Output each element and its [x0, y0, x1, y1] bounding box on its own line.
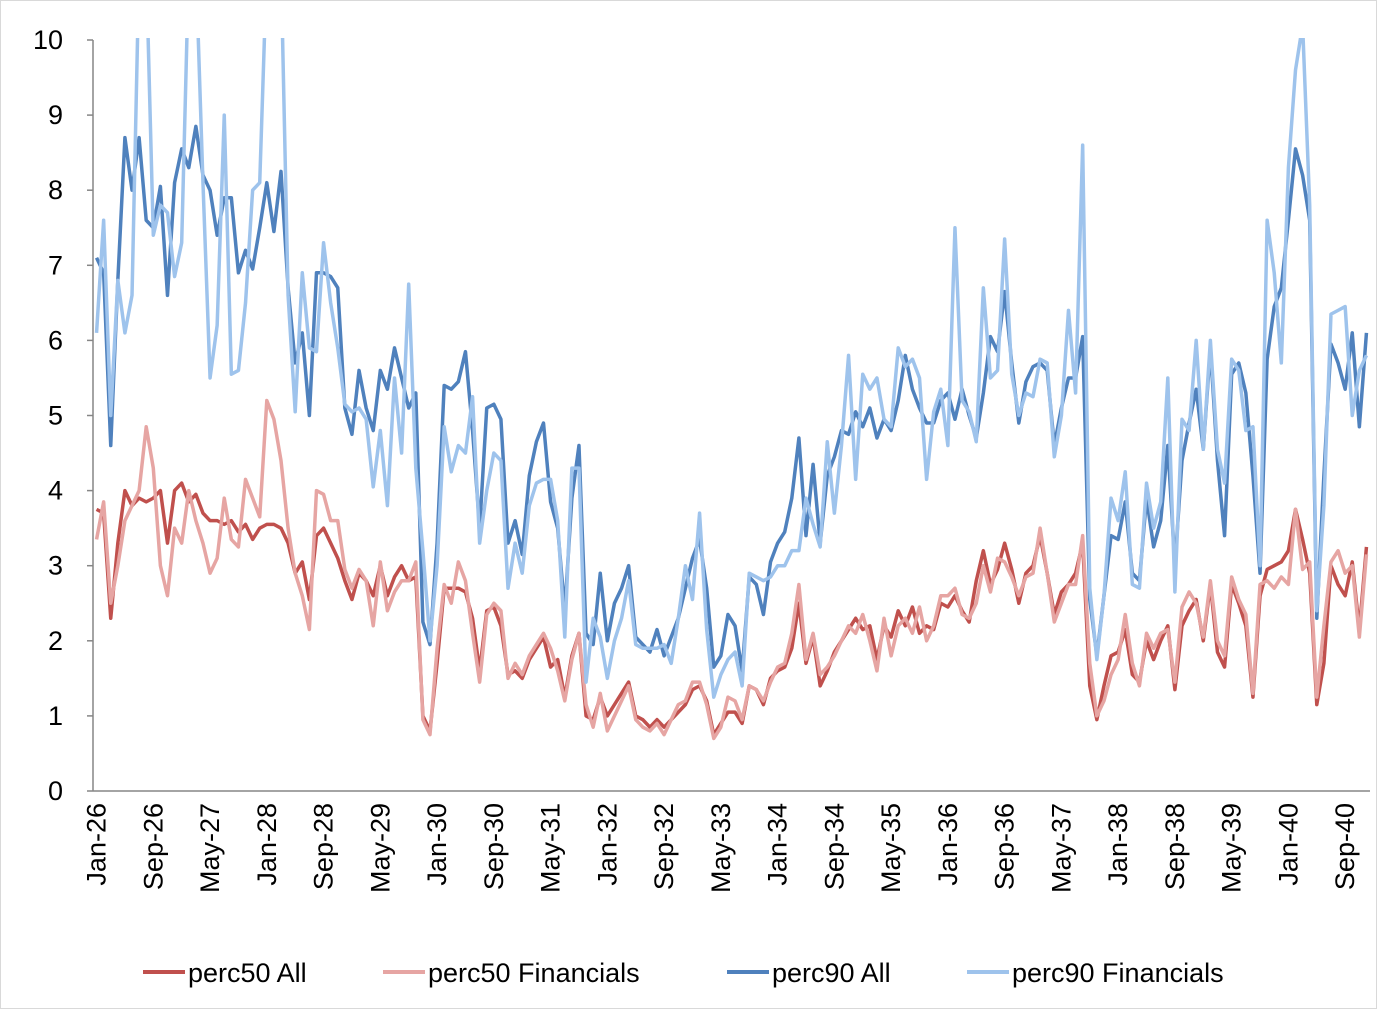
- x-tick-label: Sep-32: [649, 803, 679, 890]
- y-tick-label: 6: [48, 325, 63, 355]
- y-tick-label: 2: [48, 626, 63, 656]
- x-tick-label: Jan-28: [252, 803, 282, 886]
- x-tick-label: Jan-40: [1273, 803, 1303, 886]
- x-tick-label: Jan-36: [933, 803, 963, 886]
- x-tick-label: Sep-26: [138, 803, 168, 890]
- x-tick-label: Sep-28: [309, 803, 339, 890]
- x-tick-label: Sep-34: [819, 803, 849, 890]
- y-tick-label: 9: [48, 100, 63, 130]
- x-tick-label: May-37: [1046, 803, 1076, 893]
- y-tick-label: 0: [48, 776, 63, 806]
- plot-area: [94, 38, 1369, 741]
- y-tick-label: 1: [48, 701, 63, 731]
- x-tick-label: May-31: [536, 803, 566, 893]
- y-tick-label: 4: [48, 476, 63, 506]
- x-tick-label: Jan-32: [592, 803, 622, 886]
- series-line: [94, 38, 1369, 699]
- x-tick-label: Sep-40: [1330, 803, 1360, 890]
- legend-label: perc50 Financials: [428, 958, 640, 988]
- x-tick-label: May-27: [195, 803, 225, 893]
- x-tick-label: Jan-38: [1103, 803, 1133, 886]
- x-tick-label: May-39: [1217, 803, 1247, 893]
- series-line: [94, 124, 1369, 673]
- legend-label: perc50 All: [188, 958, 307, 988]
- x-tick-label: Sep-30: [479, 803, 509, 890]
- x-tick-label: Jan-30: [422, 803, 452, 886]
- y-tick-label: 3: [48, 551, 63, 581]
- y-tick-label: 10: [33, 25, 63, 55]
- y-tick-label: 5: [48, 401, 63, 431]
- x-tick-label: May-35: [876, 803, 906, 893]
- x-tick-label: Jan-26: [82, 803, 112, 886]
- y-tick-label: 8: [48, 175, 63, 205]
- x-tick-label: Sep-36: [990, 803, 1020, 890]
- legend-label: perc90 All: [772, 958, 891, 988]
- series-line: [94, 398, 1369, 741]
- x-tick-label: Sep-38: [1160, 803, 1190, 890]
- x-tick-label: Jan-34: [763, 803, 793, 886]
- x-tick-label: May-29: [365, 803, 395, 893]
- x-tick-label: May-33: [706, 803, 736, 893]
- legend-label: perc90 Financials: [1012, 958, 1224, 988]
- y-tick-label: 7: [48, 250, 63, 280]
- series-line: [95, 481, 1369, 737]
